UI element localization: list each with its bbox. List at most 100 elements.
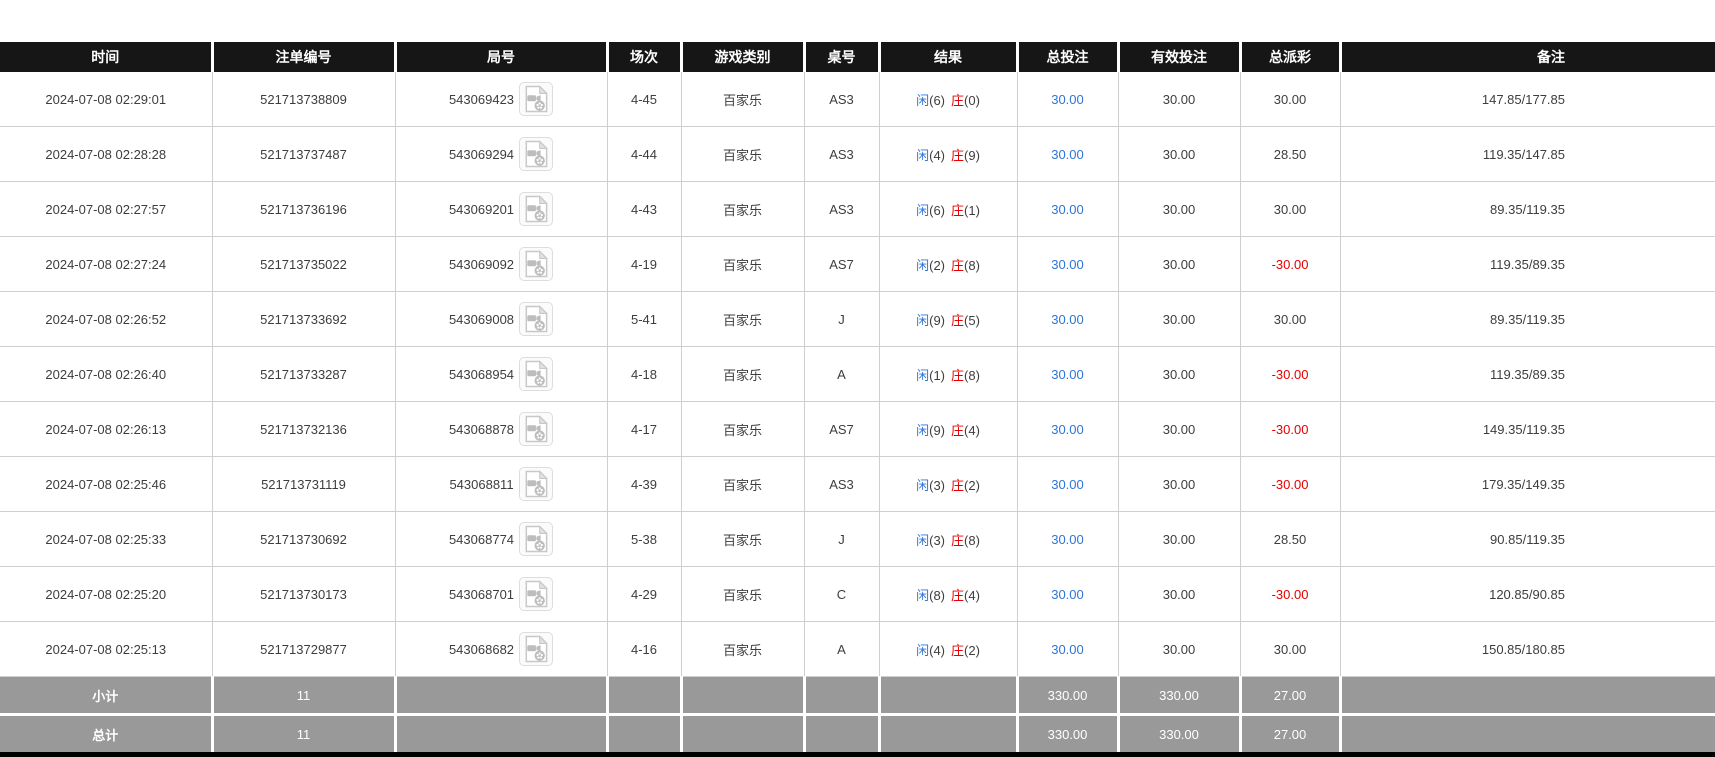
result-cell: 闲(4) 庄(2) [879,621,1018,677]
result-cell: 闲(3) 庄(2) [879,456,1018,512]
total-bet-link[interactable]: 30.00 [1051,91,1084,107]
valid-bet-cell: 30.00 [1118,621,1241,677]
banker-score: (4) [964,422,980,438]
total-bet-link[interactable]: 30.00 [1051,476,1084,492]
time-cell: 2024-07-08 02:27:57 [0,181,213,237]
game-type-cell: 百家乐 [681,566,805,622]
player-score: (8) [929,587,945,603]
empty-session-cell [607,676,683,715]
table-number-cell: J [804,511,880,567]
header-row: 时间 注单编号 局号 场次 游戏类别 桌号 结果 总投注 有效投注 总派彩 备注 [0,42,1715,72]
valid-bet-cell: 30.00 [1118,566,1241,622]
bet-number-cell: 521713737487 [212,126,396,182]
payout-cell: 30.00 [1240,291,1341,347]
video-replay-button[interactable] [519,192,554,226]
banker-score: (8) [964,257,980,273]
total-bet-cell: 30.00 [1017,346,1119,402]
player-label: 闲 [916,422,930,438]
payout-cell: -30.00 [1240,236,1341,292]
game-type-cell: 百家乐 [681,456,805,512]
round-number-wrap: 543069201 [448,192,554,226]
remark-cell: 149.35/119.35 [1340,401,1715,457]
table-row: 2024-07-08 02:28:28 521713737487 543069294… [0,126,1715,182]
result-cell: 闲(4) 庄(9) [879,126,1018,182]
total-bet-link[interactable]: 30.00 [1051,641,1084,657]
player-score: (9) [929,422,945,438]
video-replay-button[interactable] [519,137,554,171]
valid-bet-cell: 30.00 [1118,456,1241,512]
round-number-text: 543068774 [448,531,515,547]
round-number-cell: 543068682 [395,621,608,677]
empty-result-cell [879,713,1019,752]
total-bet-cell: 30.00 [1017,621,1119,677]
total-bet-link[interactable]: 30.00 [1051,256,1084,272]
total-bet-link[interactable]: 30.00 [1051,311,1084,327]
session-cell: 4-45 [607,72,682,127]
round-number-wrap: 543069008 [449,302,554,336]
total-valid-bet: 330.00 [1118,713,1242,752]
banker-label: 庄 [951,532,965,548]
round-number-wrap: 543068774 [448,522,554,556]
round-number-wrap: 543069092 [449,247,554,281]
video-replay-icon [525,85,548,113]
column-header-game_type: 游戏类别 [681,42,806,72]
empty-session-cell [607,713,683,752]
valid-bet-cell: 30.00 [1118,72,1241,127]
result-cell: 闲(9) 庄(5) [879,291,1018,347]
round-number-cell: 543068878 [395,401,608,457]
column-header-remark: 备注 [1340,42,1715,72]
player-score: (1) [929,367,945,383]
payout-cell: 28.50 [1240,126,1341,182]
game-type-cell: 百家乐 [681,236,805,292]
time-cell: 2024-07-08 02:27:24 [0,236,213,292]
video-replay-button[interactable] [519,302,554,336]
valid-bet-cell: 30.00 [1118,401,1241,457]
table-number-cell: A [804,621,880,677]
video-replay-button[interactable] [519,82,554,116]
game-type-cell: 百家乐 [681,72,805,127]
payout-cell: -30.00 [1240,401,1341,457]
subtotal-count: 11 [212,676,397,715]
remark-cell: 119.35/147.85 [1340,126,1715,182]
total-bet-link[interactable]: 30.00 [1051,421,1084,437]
video-replay-button[interactable] [519,577,554,611]
table-number-cell: AS3 [804,456,880,512]
total-bet-link[interactable]: 30.00 [1051,531,1084,547]
session-cell: 5-41 [607,291,682,347]
total-bet-link[interactable]: 30.00 [1051,586,1084,602]
time-cell: 2024-07-08 02:26:40 [0,346,213,402]
game-type-cell: 百家乐 [681,346,805,402]
time-cell: 2024-07-08 02:25:33 [0,511,213,567]
table-row: 2024-07-08 02:27:57 521713736196 543069201… [0,181,1715,237]
bet-number-cell: 521713729877 [212,621,396,677]
remark-cell: 147.85/177.85 [1340,72,1715,127]
video-replay-button[interactable] [519,412,554,446]
table-row: 2024-07-08 02:25:20 521713730173 543068701… [0,566,1715,622]
round-number-wrap: 543069294 [449,137,554,171]
game-type-cell: 百家乐 [681,126,805,182]
empty-remark-cell [1340,676,1715,715]
empty-round_no-cell [395,713,609,752]
video-replay-button[interactable] [519,522,554,556]
video-replay-button[interactable] [519,247,554,281]
total-bet-link[interactable]: 30.00 [1051,366,1084,382]
banker-label: 庄 [951,477,965,493]
bet-number-cell: 521713730173 [212,566,396,622]
result-cell: 闲(6) 庄(0) [879,72,1018,127]
video-replay-icon [525,580,548,608]
column-header-bet_no: 注单编号 [212,42,397,72]
total-bet-link[interactable]: 30.00 [1051,146,1084,162]
video-replay-button[interactable] [519,357,554,391]
time-cell: 2024-07-08 02:25:20 [0,566,213,622]
banker-score: (8) [964,532,980,548]
subtotal-label: 小计 [0,676,214,715]
video-replay-icon [525,305,548,333]
video-replay-button[interactable] [518,467,553,501]
round-number-text: 543069201 [448,201,515,217]
empty-result-cell [879,676,1019,715]
total-bet-link[interactable]: 30.00 [1051,201,1084,217]
payout-cell: -30.00 [1240,346,1341,402]
round-number-text: 543068878 [448,421,515,437]
video-replay-button[interactable] [519,632,554,666]
column-header-payout: 总派彩 [1240,42,1342,72]
